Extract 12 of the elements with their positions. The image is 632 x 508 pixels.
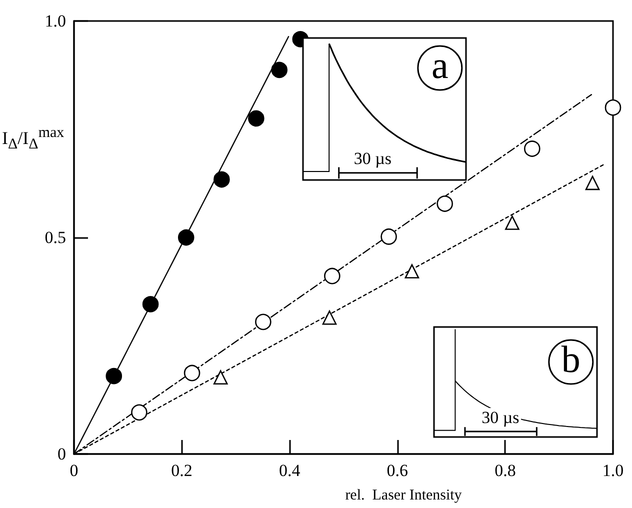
- y-tick-label: 1.0: [44, 12, 66, 30]
- x-tick-label: 0.2: [171, 461, 192, 480]
- x-tick-label: 0.4: [278, 461, 301, 480]
- x-tick-label: 0.8: [494, 461, 516, 480]
- x-tick-label: 1.0: [602, 461, 624, 480]
- x-axis-title: rel. Laser Intensity: [345, 488, 462, 504]
- annotation: 30 µs: [352, 148, 394, 169]
- x-tick-label: 0: [70, 461, 78, 480]
- y-tick-label: 0.5: [44, 228, 66, 247]
- y-tick-label: 0: [58, 444, 66, 464]
- x-tick-label: 0.6: [386, 461, 408, 480]
- annotation: 30 µs: [480, 408, 522, 428]
